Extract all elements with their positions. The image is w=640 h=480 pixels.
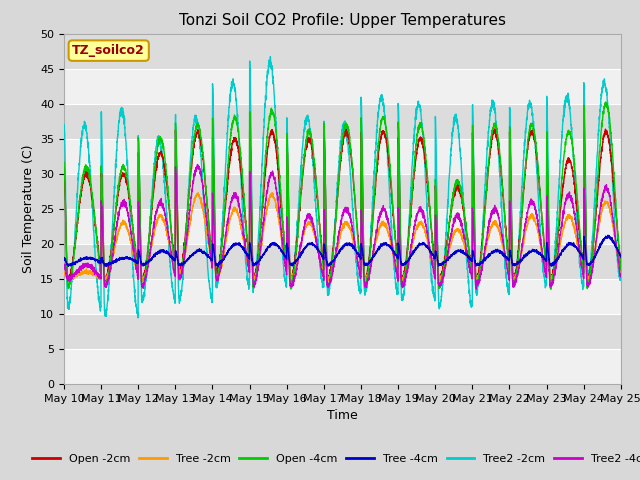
X-axis label: Time: Time <box>327 409 358 422</box>
Bar <box>64 349 621 384</box>
Bar <box>64 314 621 349</box>
Bar <box>64 34 621 69</box>
Bar <box>64 279 621 314</box>
Bar <box>64 69 621 104</box>
Text: TZ_soilco2: TZ_soilco2 <box>72 44 145 57</box>
Bar <box>64 174 621 209</box>
Bar <box>64 139 621 174</box>
Bar <box>64 209 621 244</box>
Title: Tonzi Soil CO2 Profile: Upper Temperatures: Tonzi Soil CO2 Profile: Upper Temperatur… <box>179 13 506 28</box>
Bar <box>64 104 621 139</box>
Legend: Open -2cm, Tree -2cm, Open -4cm, Tree -4cm, Tree2 -2cm, Tree2 -4cm: Open -2cm, Tree -2cm, Open -4cm, Tree -4… <box>28 449 640 468</box>
Bar <box>64 244 621 279</box>
Y-axis label: Soil Temperature (C): Soil Temperature (C) <box>22 144 35 273</box>
